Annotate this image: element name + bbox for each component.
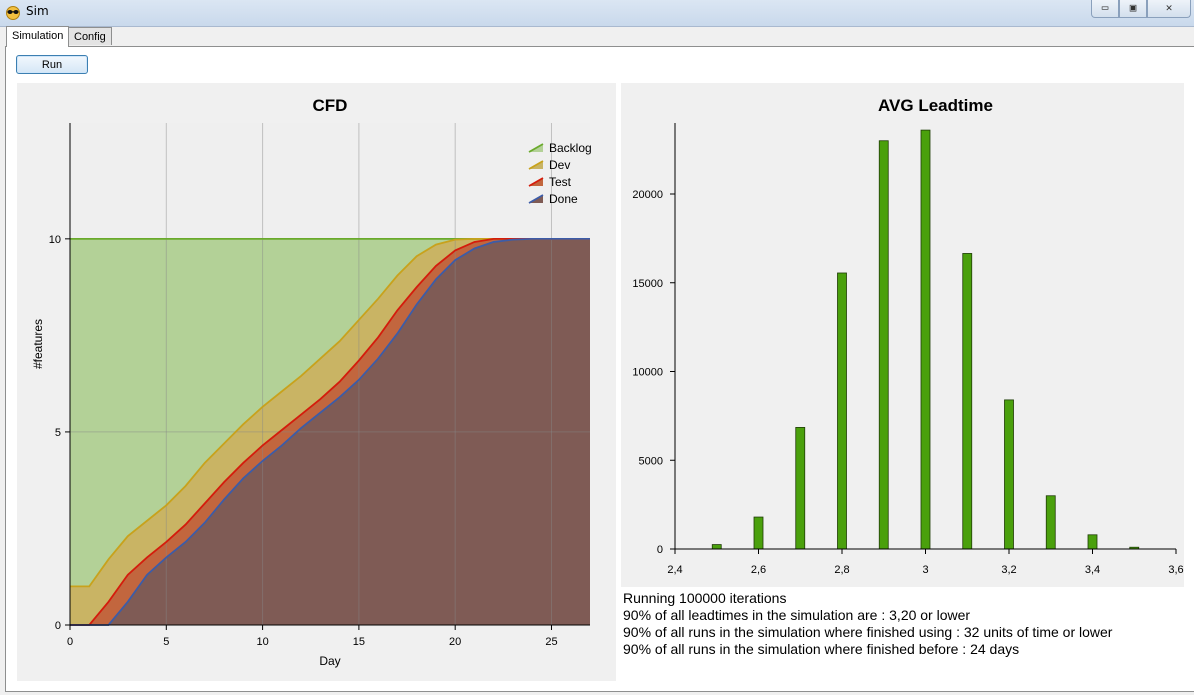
- leadtime-x-tick-label: 3: [922, 564, 928, 576]
- leadtime-y-tick-label: 5000: [639, 455, 663, 467]
- cfd-x-axis-label: Day: [319, 654, 340, 668]
- leadtime-x-tick-label: 3,4: [1085, 564, 1100, 576]
- cfd-legend-label: Done: [549, 192, 578, 206]
- app-sunglasses-icon: [6, 6, 20, 20]
- minimize-button[interactable]: ▭: [1091, 0, 1119, 18]
- run-button[interactable]: Run: [16, 55, 88, 74]
- cfd-x-tick-label: 0: [67, 636, 73, 648]
- cfd-title: CFD: [313, 96, 348, 115]
- leadtime-x-tick-label: 2,4: [667, 564, 682, 576]
- output-line: 90% of all leadtimes in the simulation a…: [623, 607, 971, 623]
- leadtime-y-tick-label: 20000: [632, 189, 663, 201]
- cfd-legend-line: [528, 194, 544, 204]
- window-title: Sim: [26, 4, 49, 18]
- leadtime-bar: [837, 272, 847, 550]
- cfd-x-tick-label: 10: [256, 636, 268, 648]
- cfd-x-tick-label: 15: [353, 636, 365, 648]
- leadtime-chart-panel: AVG Leadtime 2,4 2,6 2,8 3 3,2 3,4 3,6 0 5000 1000…: [621, 83, 1184, 587]
- leadtime-bar: [1045, 495, 1056, 550]
- tab-config[interactable]: Config: [68, 27, 112, 45]
- cfd-x-tick-label: 25: [545, 636, 557, 648]
- leadtime-y-tick-label: 15000: [632, 278, 663, 290]
- output-line: Running 100000 iterations: [623, 590, 787, 606]
- leadtime-bar: [962, 253, 973, 550]
- tab-simulation[interactable]: Simulation: [6, 26, 70, 47]
- leadtime-chart: AVG Leadtime 2,4 2,6 2,8 3 3,2 3,4 3,6 0 5000 1000…: [632, 96, 1183, 576]
- cfd-legend-line: [528, 177, 544, 187]
- leadtime-x-tick-label: 3,2: [1001, 564, 1016, 576]
- cfd-line-test: [70, 237, 590, 626]
- maximize-button[interactable]: ▣: [1119, 0, 1147, 18]
- cfd-x-tick-label: 5: [163, 636, 169, 648]
- cfd-y-axis-label: #features: [31, 319, 45, 369]
- leadtime-bar: [1087, 534, 1098, 550]
- leadtime-bar: [753, 516, 764, 550]
- leadtime-y-tick-label: 0: [657, 544, 663, 556]
- output-line: 90% of all runs in the simulation where …: [623, 641, 1020, 657]
- window-titlebar: Sim ▭ ▣ ✕: [0, 0, 1194, 27]
- leadtime-bar: [878, 140, 889, 550]
- cfd-legend-line: [528, 160, 544, 170]
- cfd-line-done: [70, 237, 590, 626]
- leadtime-bar: [1004, 399, 1014, 550]
- leadtime-title: AVG Leadtime: [878, 96, 993, 115]
- cfd-chart-panel: CFD 0 5 10 15 20 25 0 5 10 Day #features Backlog Dev T…: [17, 83, 616, 681]
- cfd-y-tick-label: 10: [49, 234, 61, 246]
- window-controls: ▭ ▣ ✕: [1091, 0, 1191, 18]
- cfd-legend-line: [528, 143, 544, 153]
- leadtime-bar: [920, 129, 931, 550]
- cfd-legend-label: Test: [549, 175, 572, 189]
- leadtime-y-tick-label: 10000: [632, 367, 663, 379]
- cfd-legend-label: Backlog: [549, 141, 592, 155]
- output-line: 90% of all runs in the simulation where …: [623, 624, 1113, 640]
- cfd-x-tick-label: 20: [449, 636, 461, 648]
- leadtime-bar: [711, 544, 722, 550]
- cfd-y-tick-label: 5: [55, 427, 61, 439]
- close-button[interactable]: ✕: [1147, 0, 1191, 18]
- cfd-chart: CFD 0 5 10 15 20 25 0 5 10 Day #features Backlog Dev T…: [31, 96, 592, 668]
- leadtime-x-tick-label: 3,6: [1168, 564, 1183, 576]
- simulation-output: Running 100000 iterations 90% of all lea…: [623, 590, 1183, 658]
- leadtime-x-tick-label: 2,6: [751, 564, 766, 576]
- cfd-legend-label: Dev: [549, 158, 570, 172]
- leadtime-bar: [795, 427, 806, 550]
- leadtime-x-tick-label: 2,8: [834, 564, 849, 576]
- cfd-y-tick-label: 0: [55, 620, 61, 632]
